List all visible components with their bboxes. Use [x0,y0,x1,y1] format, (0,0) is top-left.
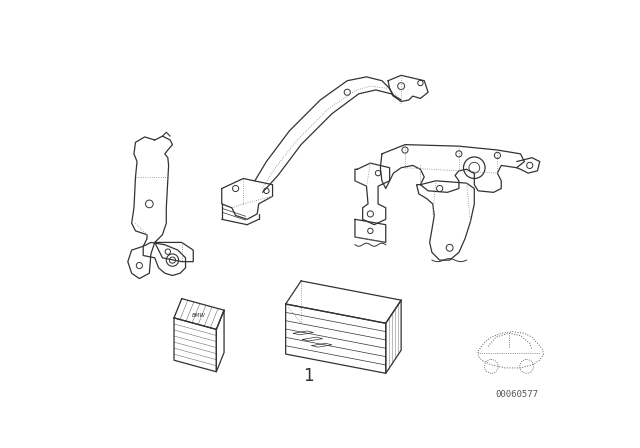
Text: 00060577: 00060577 [495,390,538,399]
Text: 1: 1 [303,366,314,385]
Text: BMW: BMW [192,313,206,318]
